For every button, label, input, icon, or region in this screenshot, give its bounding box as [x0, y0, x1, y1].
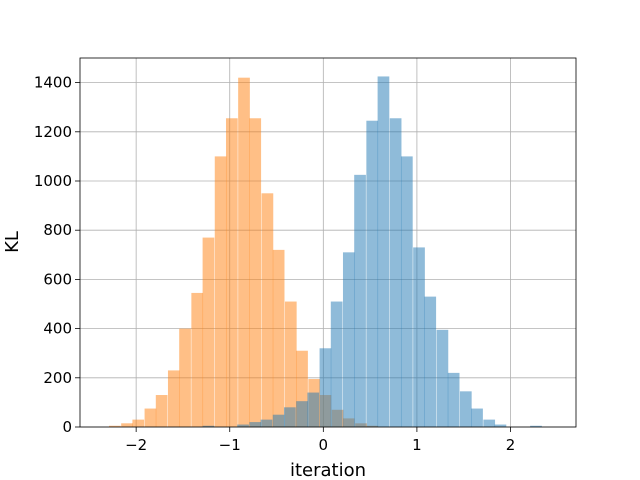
histogram-bar [272, 249, 285, 427]
x-tick-label: 0 [319, 436, 329, 454]
histogram-bar [238, 77, 250, 428]
histogram-bar [249, 422, 262, 427]
histogram-bar [471, 408, 483, 427]
histogram-bar [167, 370, 180, 427]
histogram-bar [272, 414, 285, 427]
histogram-bar [144, 408, 157, 427]
histogram-bar [109, 425, 121, 427]
histogram-bar [260, 419, 273, 427]
x-tick-label: −2 [125, 436, 147, 454]
y-tick-label: 200 [43, 369, 72, 387]
y-tick-label: 0 [62, 418, 72, 436]
plot-frame [79, 57, 577, 428]
histogram-bar [307, 392, 320, 427]
y-tick-label: 400 [43, 320, 72, 338]
histogram-bar [249, 118, 262, 428]
histogram-bar [155, 395, 168, 427]
histogram-bar [179, 328, 191, 427]
histogram-bar [261, 193, 274, 427]
histogram-bar [132, 419, 145, 427]
histogram-bar [342, 252, 355, 427]
histogram-bar [319, 348, 332, 427]
x-axis-ticks: −2 −1 0 1 2 [125, 427, 515, 454]
histogram-bar [284, 301, 297, 427]
histogram-bar [389, 118, 402, 428]
y-axis-label: KL [2, 231, 23, 253]
x-tick-label: 2 [506, 436, 516, 454]
histogram-bar [436, 329, 449, 427]
histogram-bar [296, 350, 308, 427]
histogram-bar [330, 301, 343, 427]
y-axis-ticks: 0 200 400 600 800 1000 1200 1400 [34, 74, 80, 436]
histogram-bar [225, 118, 238, 428]
y-tick-label: 600 [43, 270, 72, 288]
histogram-bar [202, 237, 215, 427]
histogram-bar [121, 423, 133, 427]
histogram-bar [296, 401, 308, 427]
x-tick-label: −1 [219, 436, 241, 454]
histogram-bar [237, 424, 249, 427]
y-tick-label: 1000 [34, 172, 72, 190]
histogram-bar [366, 120, 379, 427]
histogram-bar [424, 296, 437, 427]
x-tick-label: 1 [412, 436, 422, 454]
histogram-bar [191, 292, 204, 427]
histogram-bar [483, 419, 496, 427]
histogram-bar [459, 391, 472, 427]
histogram-bar [214, 156, 227, 427]
histogram-bar [447, 372, 460, 427]
histogram-bars [109, 76, 542, 428]
histogram-bar [413, 247, 425, 427]
histogram-bar [530, 425, 542, 427]
x-axis-label: iteration [290, 460, 366, 480]
histogram-bar [202, 425, 215, 427]
y-tick-label: 1400 [34, 74, 72, 92]
histogram-bar [494, 424, 507, 427]
histogram-bar [284, 407, 296, 427]
y-tick-label: 1200 [34, 123, 72, 141]
histogram-bar [400, 156, 413, 427]
y-tick-label: 800 [43, 221, 72, 239]
histogram-bar [354, 174, 366, 427]
histogram-bar [377, 76, 390, 427]
